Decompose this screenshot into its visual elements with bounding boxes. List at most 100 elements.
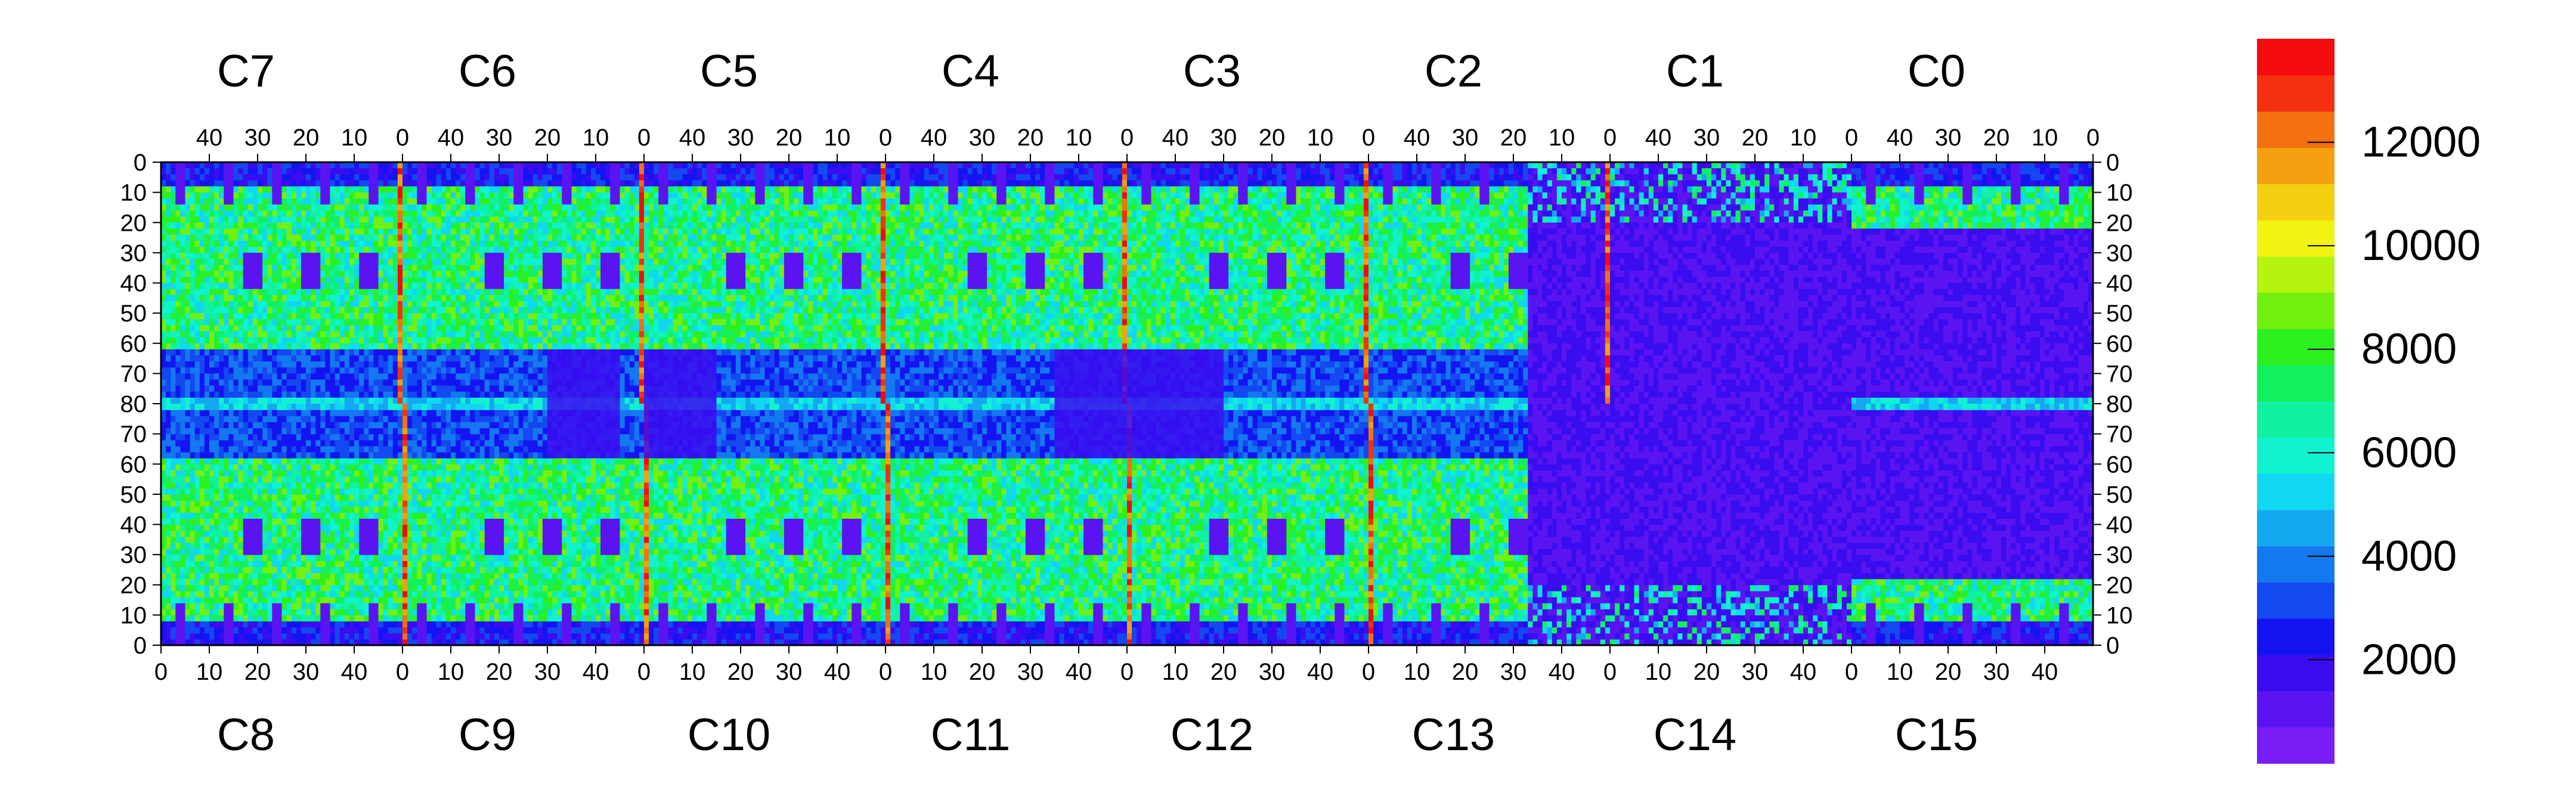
heatmap-cell: [258, 265, 263, 271]
heatmap-cell: [436, 319, 442, 326]
heatmap-cell: [441, 391, 447, 398]
heatmap-cell: [306, 319, 311, 326]
heatmap-cell: [243, 373, 249, 380]
heatmap-cell: [267, 271, 273, 277]
heatmap-cell: [431, 349, 437, 356]
heatmap-cell: [315, 603, 321, 609]
heatmap-cell: [296, 379, 302, 386]
heatmap-cell: [364, 234, 369, 242]
heatmap-cell: [325, 422, 331, 429]
heatmap-cell: [233, 349, 239, 356]
heatmap-cell: [214, 307, 219, 314]
heatmap-cell: [436, 367, 442, 374]
heatmap-cell: [325, 234, 331, 242]
heatmap-cell: [291, 331, 297, 338]
heatmap-cell: [359, 259, 364, 265]
heatmap-cell: [392, 603, 398, 609]
heatmap-cell: [359, 633, 364, 640]
heatmap-cell: [296, 512, 302, 519]
heatmap-cell: [373, 228, 379, 236]
heatmap-cell: [369, 307, 374, 314]
heatmap-cell: [252, 597, 258, 603]
heatmap-cell: [171, 289, 176, 296]
heatmap-cell: [281, 240, 287, 247]
heatmap-cell: [335, 615, 340, 622]
heatmap-cell: [397, 530, 403, 537]
heatmap-cell: [311, 265, 316, 271]
heatmap-cell: [175, 464, 181, 470]
heatmap-cell: [267, 319, 273, 326]
heatmap-cell: [224, 512, 229, 519]
heatmap-cell: [214, 566, 219, 574]
heatmap-cell: [509, 162, 514, 169]
heatmap-cell: [247, 488, 253, 495]
heatmap-cell: [339, 331, 345, 338]
heatmap-cell: [224, 500, 229, 507]
heatmap-cell: [335, 410, 340, 416]
heatmap-cell: [267, 549, 273, 555]
heatmap-cell: [175, 584, 181, 592]
heatmap-cell: [214, 476, 219, 483]
heatmap-cell: [233, 265, 239, 271]
heatmap-cell: [224, 228, 229, 236]
heatmap-cell: [214, 609, 219, 615]
heatmap-cell: [479, 343, 485, 350]
heatmap-cell: [392, 561, 398, 567]
heatmap-cell: [219, 439, 224, 447]
heatmap-cell: [383, 500, 389, 507]
heatmap-cell: [228, 246, 234, 253]
heatmap-cell: [417, 295, 422, 302]
heatmap-cell: [272, 319, 277, 326]
heatmap-cell: [252, 265, 258, 271]
heatmap-cell: [339, 627, 345, 634]
heatmap-cell: [378, 283, 384, 290]
heatmap-cell: [335, 210, 340, 217]
heatmap-cell: [359, 216, 364, 223]
heatmap-cell: [171, 397, 176, 404]
heatmap-cell: [509, 277, 514, 284]
heatmap-cell: [402, 355, 408, 362]
heatmap-cell: [349, 313, 355, 320]
heatmap-cell: [291, 422, 297, 429]
heatmap-cell: [306, 174, 311, 181]
heatmap-cell: [499, 216, 504, 223]
heatmap-cell: [238, 439, 244, 447]
heatmap-cell: [388, 228, 394, 236]
heatmap-cell: [339, 561, 345, 567]
heatmap-cell: [209, 174, 215, 181]
heatmap-cell: [325, 530, 331, 537]
heatmap-cell: [311, 566, 316, 574]
heatmap-cell: [344, 289, 350, 296]
heatmap-cell: [330, 174, 336, 181]
heatmap-cell: [441, 162, 447, 169]
heatmap-cell: [258, 566, 263, 574]
heatmap-cell: [209, 639, 215, 646]
heatmap-cell: [349, 337, 355, 344]
heatmap-cell: [175, 234, 181, 242]
heatmap-cell: [417, 277, 422, 284]
heatmap-cell: [344, 319, 350, 326]
heatmap-cell: [330, 283, 336, 290]
heatmap-cell: [243, 246, 249, 253]
heatmap-cell: [325, 536, 331, 543]
heatmap-cell: [233, 234, 239, 242]
heatmap-cell: [228, 361, 234, 368]
heatmap-cell: [320, 633, 326, 640]
heatmap-cell: [402, 240, 408, 247]
heatmap-cell: [465, 252, 470, 259]
heatmap-cell: [224, 578, 229, 586]
heatmap-cell: [456, 198, 461, 205]
heatmap-cell: [194, 259, 200, 265]
heatmap-cell: [402, 289, 408, 296]
heatmap-cell: [373, 271, 379, 277]
heatmap-cell: [364, 192, 369, 199]
heatmap-cell: [281, 506, 287, 513]
heatmap-cell: [489, 162, 495, 169]
heatmap-cell: [392, 506, 398, 513]
heatmap-cell: [422, 204, 428, 211]
heatmap-cell: [369, 615, 374, 622]
heatmap-cell: [224, 162, 229, 169]
heatmap-cell: [296, 627, 302, 634]
heatmap-cell: [247, 445, 253, 453]
heatmap-cell: [513, 198, 519, 205]
